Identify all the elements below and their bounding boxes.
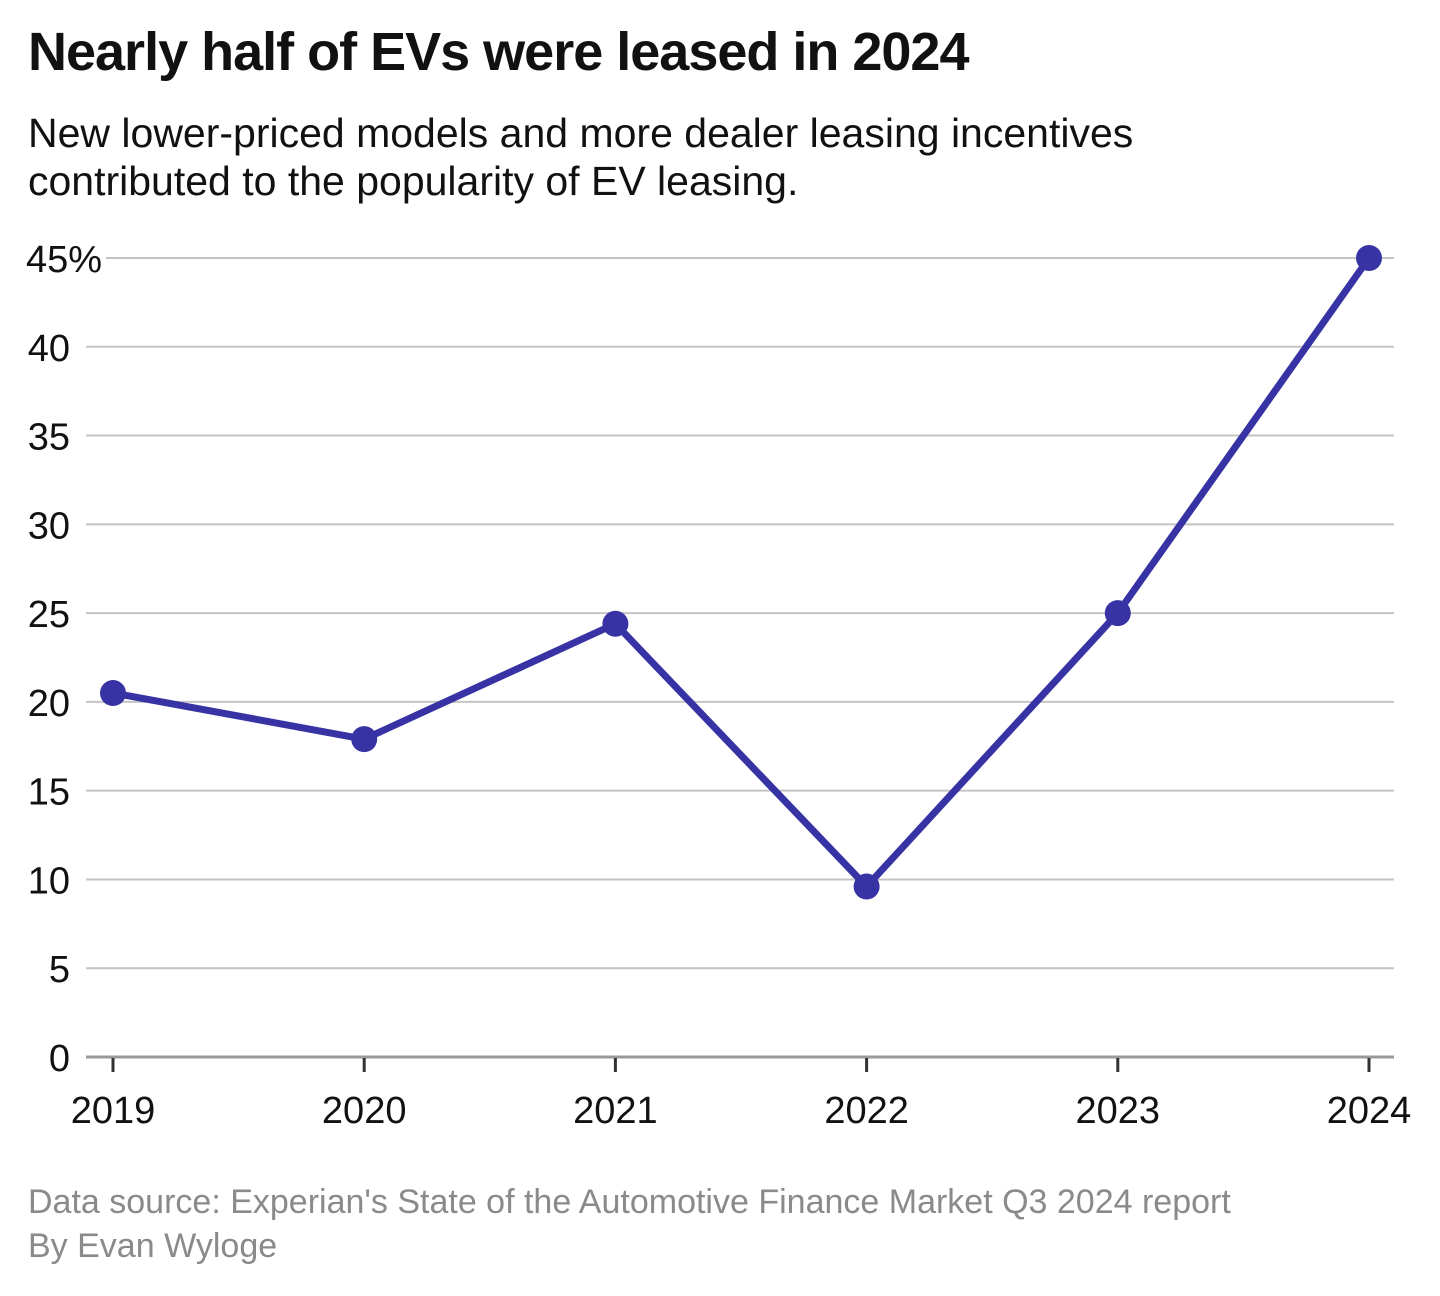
x-axis-label: 2023: [1076, 1090, 1161, 1132]
x-axis-label: 2024: [1327, 1090, 1412, 1132]
y-axis-label: 15: [28, 772, 70, 814]
chart-footer: Data source: Experian's State of the Aut…: [28, 1180, 1231, 1268]
data-point-2022: [853, 873, 880, 900]
y-axis-label: 0: [49, 1038, 70, 1080]
line-chart-canvas: 0 5 10 15 20 25 30 35 40 45% 2019 2020 2021 2022 2023 2…: [26, 239, 1412, 1132]
y-axis-label: 45%: [26, 239, 102, 281]
data-point-2021: [602, 610, 629, 637]
trend-line: [109, 254, 1373, 891]
y-axis-label: 5: [49, 949, 70, 991]
data-point-2020: [351, 726, 378, 753]
y-axis-label: 25: [28, 594, 70, 636]
byline: By Evan Wyloge: [28, 1227, 278, 1266]
y-axis-label: 40: [28, 328, 70, 370]
x-axis-label: 2020: [322, 1090, 407, 1132]
line-chart: 0 5 10 15 20 25 30 35 40 45% 2019 2020 2021 2022 2023 2…: [0, 230, 1440, 1140]
data-point-2023: [1104, 600, 1131, 627]
y-axis-label: 30: [28, 505, 70, 547]
x-axis-label: 2019: [71, 1090, 156, 1132]
chart-title: Nearly half of EVs were leased in 2024: [28, 22, 969, 82]
data-source: Data source: Experian's State of the Aut…: [28, 1183, 1231, 1221]
chart-subtitle: New lower-priced models and more dealer …: [28, 110, 1134, 204]
x-axis-label: 2022: [824, 1090, 909, 1132]
y-axis-label: 20: [28, 683, 70, 725]
x-axis-label: 2021: [573, 1090, 658, 1132]
data-point-2024: [1356, 245, 1382, 271]
data-point-2019: [100, 680, 126, 707]
y-axis-label: 35: [28, 417, 70, 459]
y-axis-label: 10: [28, 860, 70, 902]
